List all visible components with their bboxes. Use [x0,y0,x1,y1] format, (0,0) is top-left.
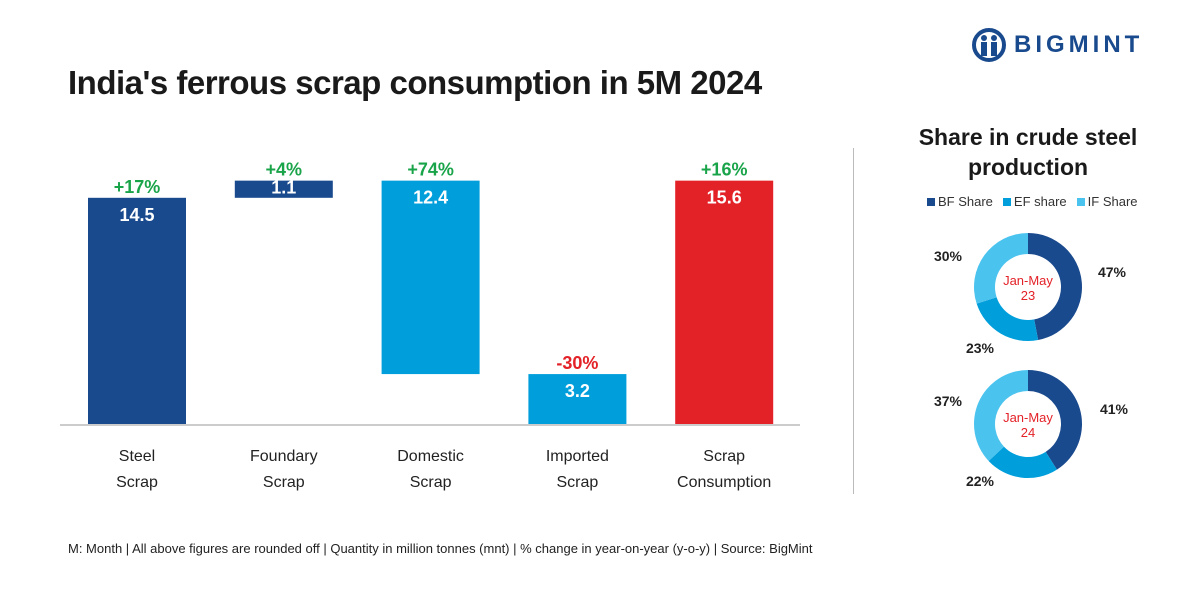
slice-label: 41% [1100,401,1129,417]
x-tick-line: Consumption [677,474,772,491]
x-tick-line: Scrap [556,474,599,491]
divider [853,148,854,494]
bar-4 [675,180,774,424]
x-tick-line: Scrap [409,474,452,491]
data-label: 3.2 [565,381,590,401]
center-label: Jan-May [1003,273,1053,288]
donut-slice [1028,370,1082,470]
x-tick-line: Scrap [116,474,158,491]
x-tick-line: Imported [545,448,609,465]
legend-item-if: IF Share [1076,194,1138,209]
x-tick-label: Steel Scrap [62,444,212,496]
donut-slice [988,446,1057,478]
donut-slice [974,370,1028,461]
legend-label: BF Share [938,194,993,209]
donut-slice [974,233,1028,304]
change-label: +4% [266,160,303,180]
brand-name: BIGMINT [1014,31,1144,58]
footer-note: M: Month | All above figures are rounded… [68,541,813,556]
slice-label: 47% [1098,264,1127,280]
change-label: +16% [701,160,748,180]
legend-item-ef: EF share [1002,194,1067,209]
bar-0 [88,197,186,424]
x-tick-line: Scrap [703,448,746,465]
x-tick-line: Domestic [397,448,464,465]
legend-swatch [1002,198,1011,206]
change-label: +74% [407,160,454,180]
bigmint-logo: BIGMINT [972,28,1143,62]
legend-label: EF share [1013,194,1067,209]
change-label: +17% [114,177,161,197]
change-label: -30% [556,353,598,373]
slice-label: 23% [966,340,995,356]
donut-title: Share in crude steel production [918,124,1138,180]
legend-swatch [1076,198,1085,206]
slice-label: 30% [934,248,963,264]
bar-2 [381,180,480,375]
data-label: 1.1 [271,178,296,198]
data-label: 15.6 [707,188,742,208]
x-tick-line: Foundary [250,448,318,465]
x-tick-line: Scrap [262,474,305,491]
center-label: Jan-May [1003,410,1053,425]
legend-swatch [927,198,935,206]
center-label: 24 [1021,425,1035,440]
x-tick-label: Imported Scrap [502,444,652,496]
data-label: 14.5 [119,205,154,225]
donut-legend: BF Share EF share IF Share [927,194,1138,209]
waterfall-chart: 14.5 +17% 1.1+4% 12.4 +74% 3.2 -30% 15.6 +16% [60,160,800,426]
x-tick-label: Foundary Scrap [209,444,359,496]
donut-slice [1028,233,1082,341]
data-label: 12.4 [413,188,448,208]
donut-slice [976,297,1039,341]
bar-3 [528,374,627,424]
x-tick-label: Scrap Consumption [649,444,799,496]
bar-1 [234,180,333,198]
chart-title: India's ferrous scrap consumption in 5M … [68,64,762,101]
legend-label: IF Share [1087,194,1138,209]
x-tick-label: Domestic Scrap [356,444,506,496]
slice-label: 22% [966,473,995,489]
center-label: 23 [1021,288,1035,303]
x-tick-line: Steel [118,448,156,465]
logo-icon [972,28,1006,62]
slice-label: 37% [934,393,963,409]
legend-item-bf: BF Share [927,194,993,209]
